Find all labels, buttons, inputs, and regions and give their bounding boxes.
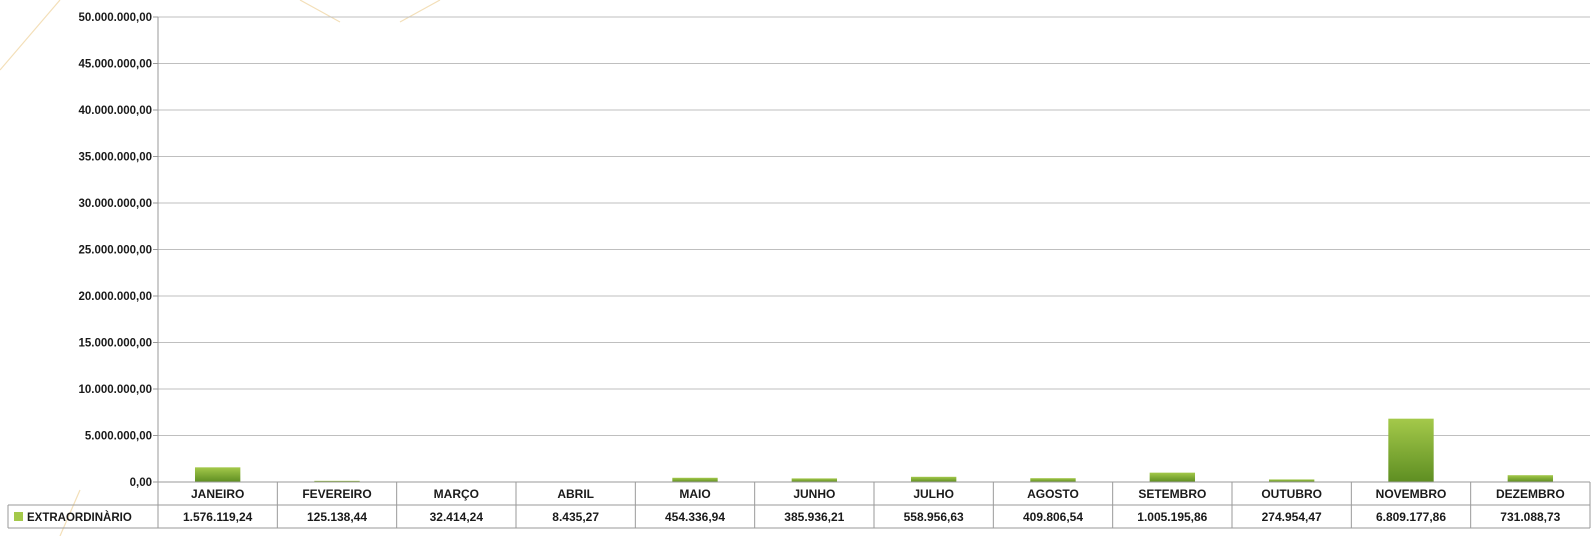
- bar: [194, 467, 241, 482]
- bar: [1388, 418, 1434, 482]
- category-label: NOVEMBRO: [1376, 487, 1447, 501]
- bar: [910, 476, 957, 482]
- bar: [791, 478, 838, 482]
- bar: [1507, 475, 1554, 482]
- category-label: MAIO: [679, 487, 710, 501]
- y-tick-label: 5.000.000,00: [85, 431, 152, 443]
- category-label: DEZEMBRO: [1496, 487, 1565, 501]
- category-label: JULHO: [913, 487, 954, 501]
- category-label: FEVEREIRO: [302, 487, 371, 501]
- decor-line: [299, 0, 341, 23]
- decor-line: [0, 0, 61, 71]
- value-label: 6.809.177,86: [1376, 510, 1446, 524]
- gridlines: [158, 16, 1590, 436]
- category-label: JUNHO: [793, 487, 835, 501]
- value-label: 32.414,24: [430, 510, 484, 524]
- y-tick-label: 35.000.000,00: [78, 152, 152, 164]
- category-label: JANEIRO: [191, 487, 244, 501]
- bars: [194, 418, 1554, 483]
- value-label: 1.005.195,86: [1137, 510, 1207, 524]
- bar: [1030, 478, 1076, 482]
- value-label: 409.806,54: [1023, 510, 1083, 524]
- bar: [1268, 479, 1315, 482]
- category-label: OUTUBRO: [1261, 487, 1322, 501]
- background-decoration: [0, 0, 441, 536]
- value-label: 454.336,94: [665, 510, 725, 524]
- y-tick-label: 0,00: [130, 477, 152, 489]
- y-tick-label: 40.000.000,00: [78, 105, 152, 117]
- legend-swatch: [14, 512, 23, 521]
- y-tick-label: 10.000.000,00: [78, 384, 152, 396]
- y-tick-label: 50.000.000,00: [78, 12, 152, 24]
- value-label: 731.088,73: [1500, 510, 1560, 524]
- category-label: ABRIL: [557, 487, 594, 501]
- y-tick-label: 15.000.000,00: [78, 338, 152, 350]
- category-label: AGOSTO: [1027, 487, 1079, 501]
- bar: [672, 477, 718, 482]
- value-label: 274.954,47: [1262, 510, 1322, 524]
- value-label: 558.956,63: [904, 510, 964, 524]
- category-label: SETEMBRO: [1138, 487, 1206, 501]
- legend-label: EXTRAORDINÀRIO: [27, 511, 132, 524]
- value-label: 385.936,21: [784, 510, 844, 524]
- y-tick-label: 30.000.000,00: [78, 198, 152, 210]
- decor-line: [399, 0, 441, 23]
- value-label: 8.435,27: [552, 510, 599, 524]
- y-tick-label: 25.000.000,00: [78, 245, 152, 257]
- value-label: 125.138,44: [307, 510, 367, 524]
- category-label: MARÇO: [434, 487, 479, 501]
- y-tick-label: 20.000.000,00: [78, 291, 152, 303]
- bar: [1149, 472, 1196, 482]
- y-tick-label: 45.000.000,00: [78, 59, 152, 71]
- value-label: 1.576.119,24: [183, 510, 253, 524]
- data-table: JANEIRO 1.576.119,24 FEVEREIRO 125.138,44 MA…: [7, 481, 1591, 529]
- y-axis: 0,00 5.000.000,00 10.000.000,00 15.000.000,…: [78, 12, 159, 489]
- bar: [314, 480, 360, 482]
